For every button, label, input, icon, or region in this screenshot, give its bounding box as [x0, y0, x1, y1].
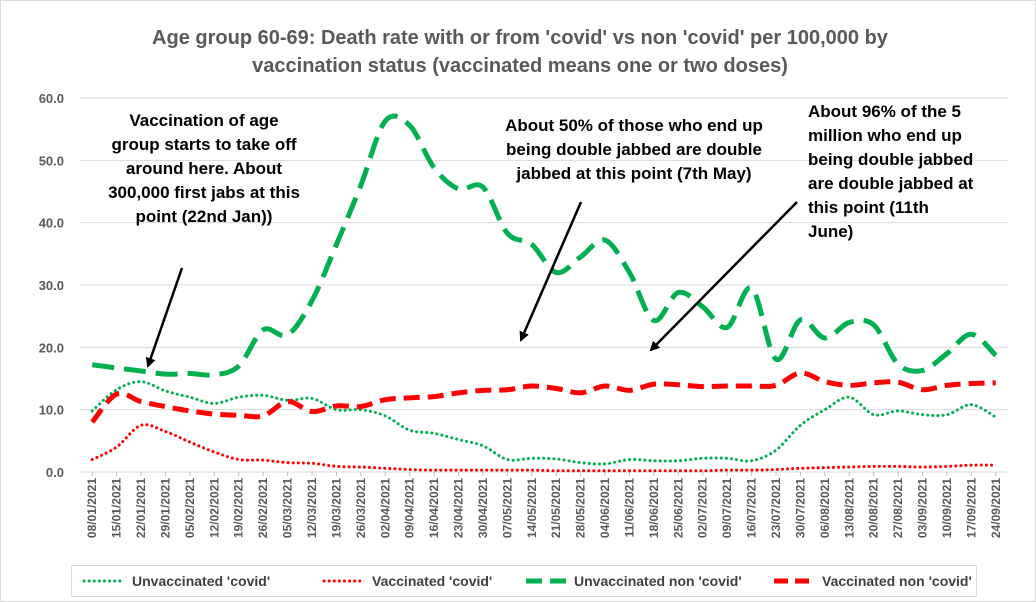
x-tick-label: 17/09/2021 [964, 478, 978, 538]
chart-title: Age group 60-69: Death rate with or from… [152, 27, 888, 77]
x-tick-label: 30/07/2021 [793, 478, 807, 538]
y-tick-label: 60.0 [39, 91, 64, 106]
x-tick-label: 12/03/2021 [305, 478, 319, 538]
x-tick-label: 15/01/2021 [110, 478, 124, 538]
x-tick-label: 16/04/2021 [427, 478, 441, 538]
x-tick-label: 02/07/2021 [696, 478, 710, 538]
series-line-0 [90, 380, 998, 466]
annotation-arrow-june [649, 201, 798, 352]
x-tick-label: 18/06/2021 [647, 478, 661, 538]
legend-item-vaccinated-covid: Vaccinated 'covid' [322, 566, 492, 596]
x-tick-label: 12/02/2021 [207, 478, 221, 538]
x-tick-label: 30/04/2021 [476, 478, 490, 538]
x-tick-label: 10/09/2021 [940, 478, 954, 538]
x-tick-label: 07/05/2021 [500, 478, 514, 538]
x-tick-label: 06/08/2021 [818, 478, 832, 538]
series-line-2 [91, 113, 998, 378]
x-tick-label: 16/07/2021 [745, 478, 759, 538]
x-tick-label: 27/08/2021 [891, 478, 905, 538]
annotation-vaccination-start: Vaccination of age group starts to take … [108, 111, 300, 226]
x-tick-label: 25/06/2021 [671, 478, 685, 538]
y-tick-label: 40.0 [39, 216, 64, 231]
legend-item-unvaccinated-covid: Unvaccinated 'covid' [82, 566, 270, 596]
annotation-arrow-may [519, 201, 583, 342]
annotation-96-percent-double-jabbed: About 96% of the 5 million who end up be… [808, 102, 974, 241]
x-tick-label: 03/09/2021 [916, 478, 930, 538]
legend-swatch-unvaccinated-covid [82, 579, 126, 583]
legend-item-unvaccinated-non-covid: Unvaccinated non 'covid' [524, 566, 742, 596]
legend-swatch-vaccinated-covid [322, 579, 366, 583]
x-tick-label: 20/08/2021 [867, 478, 881, 538]
x-tick-label: 23/07/2021 [769, 478, 783, 538]
x-tick-label: 21/05/2021 [549, 478, 563, 538]
x-tick-label: 28/05/2021 [574, 478, 588, 538]
x-tick-label: 05/02/2021 [183, 478, 197, 538]
x-tick-label: 02/04/2021 [378, 478, 392, 538]
x-tick-label: 29/01/2021 [158, 478, 172, 538]
x-tick-label: 24/09/2021 [989, 478, 1003, 538]
x-tick-label: 11/06/2021 [622, 478, 636, 538]
legend-label-vaccinated-non-covid: Vaccinated non 'covid' [822, 573, 972, 589]
x-tick-label: 14/05/2021 [525, 478, 539, 538]
x-tick-label: 08/01/2021 [85, 478, 99, 538]
x-tick-label: 26/03/2021 [354, 478, 368, 538]
x-tick-label: 05/03/2021 [281, 478, 295, 538]
legend-swatch-vaccinated-non-covid [774, 578, 814, 584]
legend-item-vaccinated-non-covid: Vaccinated non 'covid' [772, 566, 972, 596]
y-tick-label: 0.0 [46, 465, 64, 480]
y-tick-label: 20.0 [39, 340, 64, 355]
x-tick-label: 19/02/2021 [232, 478, 246, 538]
series-line-1 [90, 423, 998, 473]
x-tick-label: 09/07/2021 [720, 478, 734, 538]
annotation-arrow-jan [145, 267, 184, 368]
x-tick-label: 23/04/2021 [452, 478, 466, 538]
y-tick-label: 30.0 [39, 278, 64, 293]
y-tick-label: 50.0 [39, 153, 64, 168]
x-tick-label: 04/06/2021 [598, 478, 612, 538]
x-tick-label: 19/03/2021 [329, 478, 343, 538]
legend-swatch-unvaccinated-non-covid [526, 578, 566, 584]
x-tick-label: 26/02/2021 [256, 478, 270, 538]
legend-label-unvaccinated-non-covid: Unvaccinated non 'covid' [574, 573, 742, 589]
series-line-3 [90, 370, 996, 424]
x-tick-label: 22/01/2021 [134, 478, 148, 538]
chart-legend: Unvaccinated 'covid' Vaccinated 'covid' … [71, 565, 977, 597]
annotation-half-double-jabbed: About 50% of those who end up being doub… [505, 116, 763, 183]
legend-label-vaccinated-covid: Vaccinated 'covid' [372, 573, 493, 589]
x-tick-label: 13/08/2021 [842, 478, 856, 538]
legend-label-unvaccinated-covid: Unvaccinated 'covid' [132, 573, 271, 589]
x-tick-label: 09/04/2021 [403, 478, 417, 538]
y-tick-label: 10.0 [39, 403, 64, 418]
